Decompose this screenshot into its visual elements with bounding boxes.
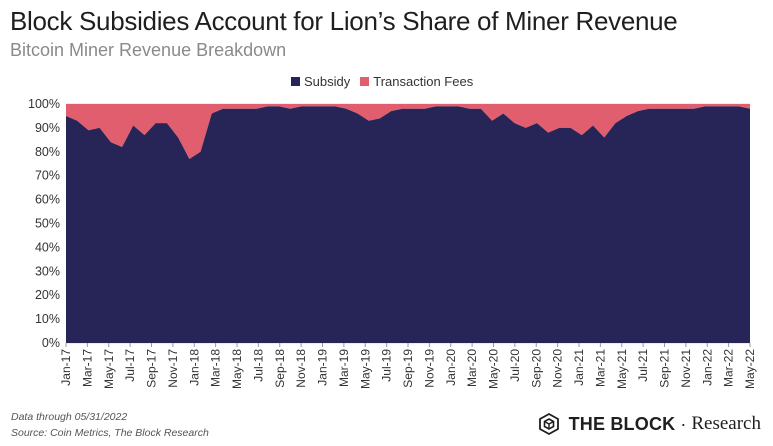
legend: Subsidy Transaction Fees bbox=[291, 74, 483, 89]
area-transaction-fees bbox=[66, 104, 750, 159]
x-tick-label: Mar-18 bbox=[209, 349, 223, 387]
logo-brand-text: THE BLOCK bbox=[568, 413, 676, 434]
x-tick-label: May-18 bbox=[230, 349, 244, 389]
area-subsidy bbox=[66, 106, 750, 343]
x-tick-label: Sep-17 bbox=[145, 349, 159, 388]
y-tick-label: 30% bbox=[35, 264, 60, 278]
footnote-source: Source: Coin Metrics, The Block Research bbox=[11, 427, 209, 439]
x-tick-label: Nov-20 bbox=[551, 349, 565, 388]
x-tick-label: Nov-19 bbox=[422, 349, 436, 388]
x-tick-label: Sep-18 bbox=[273, 349, 287, 388]
legend-swatch-subsidy bbox=[291, 77, 300, 86]
legend-label-fees: Transaction Fees bbox=[373, 74, 474, 89]
y-tick-label: 90% bbox=[35, 121, 60, 135]
chart-title: Block Subsidies Account for Lion’s Share… bbox=[10, 6, 678, 36]
area-layer bbox=[66, 104, 750, 343]
x-tick-label: May-20 bbox=[487, 349, 501, 389]
x-tick-label: Jan-19 bbox=[316, 349, 330, 386]
x-tick-label: Nov-17 bbox=[166, 349, 180, 388]
x-tick-label: Mar-17 bbox=[80, 349, 94, 387]
the-block-logo: THE BLOCK · Research bbox=[537, 412, 761, 436]
chart-subtitle: Bitcoin Miner Revenue Breakdown bbox=[10, 40, 287, 60]
y-tick-label: 10% bbox=[35, 312, 60, 326]
x-tick-label: May-17 bbox=[102, 349, 116, 389]
x-tick-label: Jan-18 bbox=[187, 349, 201, 386]
x-tick-label: Jul-20 bbox=[508, 349, 522, 382]
x-tick-label: Jan-22 bbox=[700, 349, 714, 386]
x-tick-label: Jul-18 bbox=[251, 349, 265, 382]
x-tick-label: Mar-22 bbox=[722, 349, 736, 387]
logo-research-text: Research bbox=[691, 413, 761, 434]
legend-label-subsidy: Subsidy bbox=[304, 74, 351, 89]
y-tick-label: 100% bbox=[28, 97, 60, 111]
x-axis: Jan-17 Mar-17 May-17 Jul-17 Sep-17 Nov-17 Jan-… bbox=[59, 343, 757, 389]
legend-swatch-fees bbox=[360, 77, 370, 86]
logo-separator: · bbox=[680, 413, 687, 434]
y-tick-label: 40% bbox=[35, 240, 60, 254]
x-tick-label: Mar-19 bbox=[337, 349, 351, 387]
x-tick-label: Mar-20 bbox=[465, 349, 479, 387]
x-tick-label: Jan-20 bbox=[444, 349, 458, 386]
x-tick-label: Sep-19 bbox=[401, 349, 415, 388]
footnote-date: Data through 05/31/2022 bbox=[11, 411, 128, 423]
legend-item-subsidy: Subsidy bbox=[291, 74, 350, 89]
x-tick-label: Jan-17 bbox=[59, 349, 73, 386]
x-tick-label: Nov-18 bbox=[294, 349, 308, 388]
x-tick-label: May-19 bbox=[358, 349, 372, 389]
x-tick-label: Mar-21 bbox=[593, 349, 607, 387]
x-tick-label: Jan-21 bbox=[572, 349, 586, 386]
x-tick-label: Jul-19 bbox=[380, 349, 394, 382]
x-tick-label: Nov-21 bbox=[679, 349, 693, 388]
x-tick-label: Jul-21 bbox=[636, 349, 650, 382]
x-tick-label: Sep-21 bbox=[658, 349, 672, 388]
y-tick-label: 0% bbox=[42, 336, 60, 350]
y-tick-label: 20% bbox=[35, 288, 60, 302]
y-tick-label: 80% bbox=[35, 145, 60, 159]
legend-item-fees: Transaction Fees bbox=[360, 74, 473, 89]
cube-logo-icon bbox=[538, 412, 559, 436]
y-tick-label: 50% bbox=[35, 217, 60, 231]
x-tick-label: May-21 bbox=[615, 349, 629, 389]
y-tick-label: 60% bbox=[35, 193, 60, 207]
x-tick-label: Sep-20 bbox=[529, 349, 543, 388]
y-tick-label: 70% bbox=[35, 169, 60, 183]
x-tick-label: May-22 bbox=[743, 349, 757, 389]
x-tick-label: Jul-17 bbox=[123, 349, 137, 382]
y-axis: 0% 10% 20% 30% 40% 50% 60% 70% 80% 90% 100% bbox=[28, 97, 60, 350]
